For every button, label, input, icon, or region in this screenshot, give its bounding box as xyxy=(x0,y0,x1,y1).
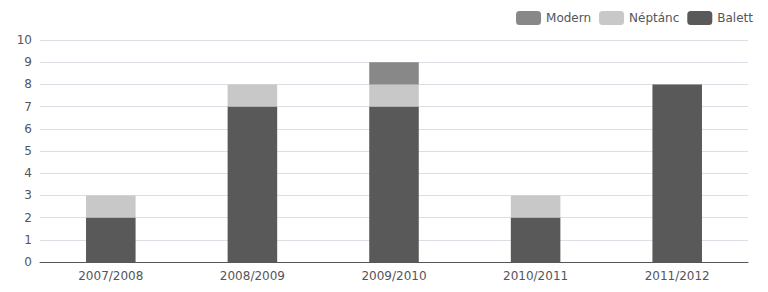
svg-text:9: 9 xyxy=(24,55,32,69)
svg-text:7: 7 xyxy=(24,100,32,114)
svg-text:8: 8 xyxy=(24,77,32,91)
svg-text:2: 2 xyxy=(24,211,32,225)
svg-text:4: 4 xyxy=(24,166,32,180)
svg-text:5: 5 xyxy=(24,144,32,158)
svg-text:2007/2008: 2007/2008 xyxy=(78,269,143,283)
svg-text:2009/2010: 2009/2010 xyxy=(361,269,426,283)
svg-text:Modern: Modern xyxy=(546,11,591,25)
svg-text:1: 1 xyxy=(24,233,32,247)
svg-text:Néptánc: Néptánc xyxy=(629,11,679,25)
svg-text:10: 10 xyxy=(17,33,32,47)
svg-text:2008/2009: 2008/2009 xyxy=(220,269,285,283)
svg-text:3: 3 xyxy=(24,188,32,202)
svg-text:2010/2011: 2010/2011 xyxy=(503,269,568,283)
svg-text:0: 0 xyxy=(24,255,32,269)
svg-text:6: 6 xyxy=(24,122,32,136)
svg-text:2011/2012: 2011/2012 xyxy=(645,269,710,283)
svg-text:Balett: Balett xyxy=(717,11,753,25)
